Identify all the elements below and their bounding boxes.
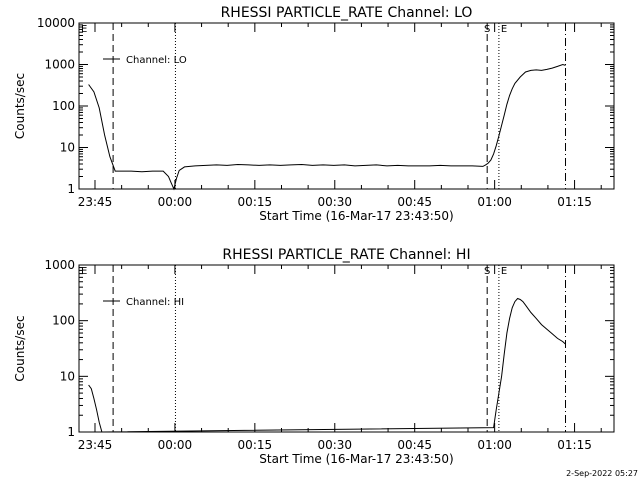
plot-timestamp: 2-Sep-2022 05:27 [566, 469, 638, 478]
x-tick-label-hi: 00:30 [317, 438, 352, 452]
x-tick-label-hi: 01:00 [477, 438, 512, 452]
chart-title-lo: RHESSI PARTICLE_RATE Channel: LO [221, 5, 473, 21]
event-marker-label-lo: E [501, 24, 507, 35]
plot-frame-hi [78, 264, 615, 433]
x-tick-label-lo: 00:15 [238, 195, 273, 209]
event-marker-label-lo: E [81, 24, 87, 35]
x-tick-label-lo: 01:15 [557, 195, 592, 209]
y-tick-label-hi: 1000 [44, 258, 75, 272]
x-tick-label-hi: 00:00 [158, 438, 193, 452]
plot-frame-lo [78, 22, 615, 190]
x-tick-label-hi: 23:45 [78, 438, 113, 452]
x-tick-label-lo: 00:30 [317, 195, 352, 209]
event-marker-label-hi: E [501, 266, 507, 277]
chart-title-hi: RHESSI PARTICLE_RATE Channel: HI [222, 247, 470, 263]
chart-panel-hi: RHESSI PARTICLE_RATE Channel: HI 1 10 100 10… [13, 247, 615, 466]
y-tick-label-lo: 1000 [44, 58, 75, 72]
x-axis-label-lo: Start Time (16-Mar-17 23:43:50) [259, 209, 453, 223]
legend-label-lo: Channel: LO [126, 55, 187, 66]
y-tick-label-lo: 10 [60, 141, 75, 155]
y-tick-label-lo: 100 [52, 99, 75, 113]
y-tick-label-hi: 10 [60, 369, 75, 383]
x-tick-label-hi: 01:15 [557, 438, 592, 452]
y-tick-label-lo: 10000 [37, 16, 75, 30]
y-axis-label-hi: Counts/sec [13, 315, 27, 381]
x-tick-label-lo: 00:45 [397, 195, 432, 209]
event-marker-label-hi: E [81, 266, 87, 277]
event-marker-label-hi: S [484, 266, 490, 277]
legend-label-hi: Channel: HI [126, 297, 184, 308]
x-tick-label-hi: 00:45 [397, 438, 432, 452]
y-tick-label-lo: 1 [67, 182, 75, 196]
x-tick-label-lo: 00:00 [158, 195, 193, 209]
x-tick-label-hi: 00:15 [238, 438, 273, 452]
x-tick-label-lo: 01:00 [477, 195, 512, 209]
x-axis-label-hi: Start Time (16-Mar-17 23:43:50) [259, 452, 453, 466]
event-marker-label-lo: S [484, 24, 490, 35]
y-tick-label-hi: 100 [52, 314, 75, 328]
y-tick-label-hi: 1 [67, 425, 75, 439]
chart-panel-lo: RHESSI PARTICLE_RATE Channel: LO 1 10 100 10… [13, 5, 615, 223]
series-line-hi [88, 297, 566, 433]
y-axis-label-lo: Counts/sec [13, 73, 27, 139]
x-tick-label-lo: 23:45 [78, 195, 113, 209]
series-line-lo [88, 63, 566, 191]
